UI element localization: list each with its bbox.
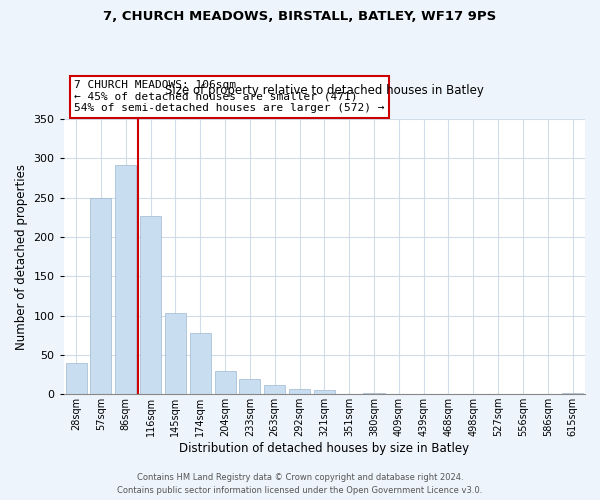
X-axis label: Distribution of detached houses by size in Batley: Distribution of detached houses by size … — [179, 442, 469, 455]
Bar — [165, 313, 186, 394]
Bar — [289, 390, 310, 394]
Bar — [239, 379, 260, 394]
Bar — [65, 364, 86, 394]
Bar — [140, 216, 161, 394]
Bar — [91, 198, 112, 394]
Bar — [562, 392, 583, 394]
Bar — [115, 166, 136, 394]
Title: Size of property relative to detached houses in Batley: Size of property relative to detached ho… — [165, 84, 484, 97]
Text: 7, CHURCH MEADOWS, BIRSTALL, BATLEY, WF17 9PS: 7, CHURCH MEADOWS, BIRSTALL, BATLEY, WF1… — [103, 10, 497, 23]
Bar — [264, 384, 285, 394]
Text: 7 CHURCH MEADOWS: 106sqm
← 45% of detached houses are smaller (471)
54% of semi-: 7 CHURCH MEADOWS: 106sqm ← 45% of detach… — [74, 80, 385, 114]
Bar — [314, 390, 335, 394]
Bar — [190, 333, 211, 394]
Bar — [215, 370, 236, 394]
Text: Contains HM Land Registry data © Crown copyright and database right 2024.
Contai: Contains HM Land Registry data © Crown c… — [118, 474, 482, 495]
Y-axis label: Number of detached properties: Number of detached properties — [15, 164, 28, 350]
